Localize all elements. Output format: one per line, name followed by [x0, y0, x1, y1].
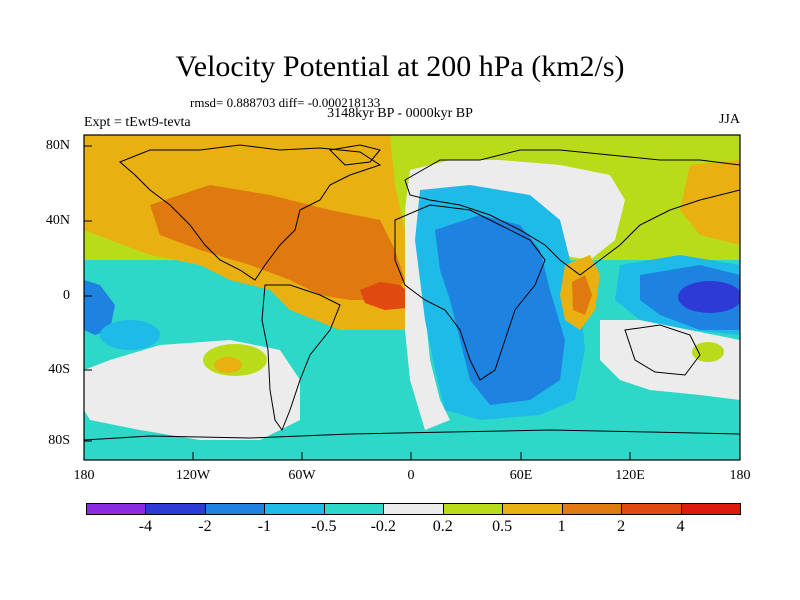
coast-africa [394, 204, 546, 381]
colorbar-label: -0.2 [370, 518, 396, 535]
field-darkorange-americas [150, 185, 405, 300]
colorbar-box [621, 503, 682, 515]
colorbar-box [204, 503, 266, 515]
lat-label: 0 [63, 288, 70, 303]
map-frame [83, 134, 741, 461]
experiment-label: Expt = tEwt9-tevta [84, 115, 191, 130]
lat-label: 80S [48, 433, 70, 448]
colorbar-box [680, 503, 741, 515]
colorbar-label: -0.5 [311, 518, 337, 535]
coast-australia [624, 324, 701, 376]
colorbar-box [264, 503, 325, 515]
colorbar-box [442, 503, 504, 515]
lon-label: 120E [615, 468, 645, 483]
coast-south-america [261, 284, 341, 432]
field-cyan-west [100, 320, 160, 350]
colorbar-label: -1 [257, 518, 272, 535]
lon-label: 0 [407, 468, 415, 483]
lon-label: 120W [175, 468, 211, 483]
contour-field [84, 135, 740, 460]
lat-label: 40N [45, 213, 70, 228]
lon-label: 180 [729, 468, 751, 483]
coast-greenland [328, 144, 381, 166]
ticks [83, 145, 741, 460]
field-grey-east [600, 320, 740, 400]
colorbar-label: 1 [557, 518, 566, 535]
colorbar-box [323, 503, 385, 515]
lon-label: 180 [73, 468, 95, 483]
field-darkblue-westpac [678, 281, 740, 313]
lon-label: 60W [288, 468, 316, 483]
field-orange-south [214, 357, 242, 373]
colorbar-box [145, 503, 206, 515]
lat-label: 40S [48, 362, 70, 377]
colorbar-box [383, 503, 444, 515]
season-label: JJA [718, 112, 740, 127]
colorbar-label: -4 [138, 518, 153, 535]
field-red-atlantic [360, 282, 412, 310]
colorbar-label: 4 [676, 518, 685, 535]
period-text: 3148kyr BP - 0000kyr BP [327, 106, 473, 121]
coast-antarctica [84, 429, 740, 441]
coastlines [84, 144, 740, 441]
colorbar-label: 2 [617, 518, 626, 535]
colorbar-label: 0.2 [432, 518, 453, 535]
field-blue-west-edge [84, 280, 115, 335]
colorbar-label: -2 [198, 518, 212, 535]
chart-title: Velocity Potential at 200 hPa (km2/s) [175, 50, 625, 83]
colorbar-box [561, 503, 623, 515]
field-darkorange-westpac [572, 275, 592, 315]
field-yellow-southeast [692, 342, 724, 362]
coast-eurasia [404, 149, 740, 276]
lat-label: 80N [45, 138, 70, 153]
coast-north-america [119, 144, 382, 281]
colorbar-box [86, 503, 147, 515]
lon-label: 60E [509, 468, 533, 483]
field-blue-indian [435, 215, 565, 405]
colorbar-label: 0.5 [492, 518, 513, 535]
colorbar-box [502, 503, 563, 515]
field-orange-northeast [680, 160, 740, 245]
stats-text: rmsd= 0.888703 diff= -0.000218133 [190, 95, 381, 110]
